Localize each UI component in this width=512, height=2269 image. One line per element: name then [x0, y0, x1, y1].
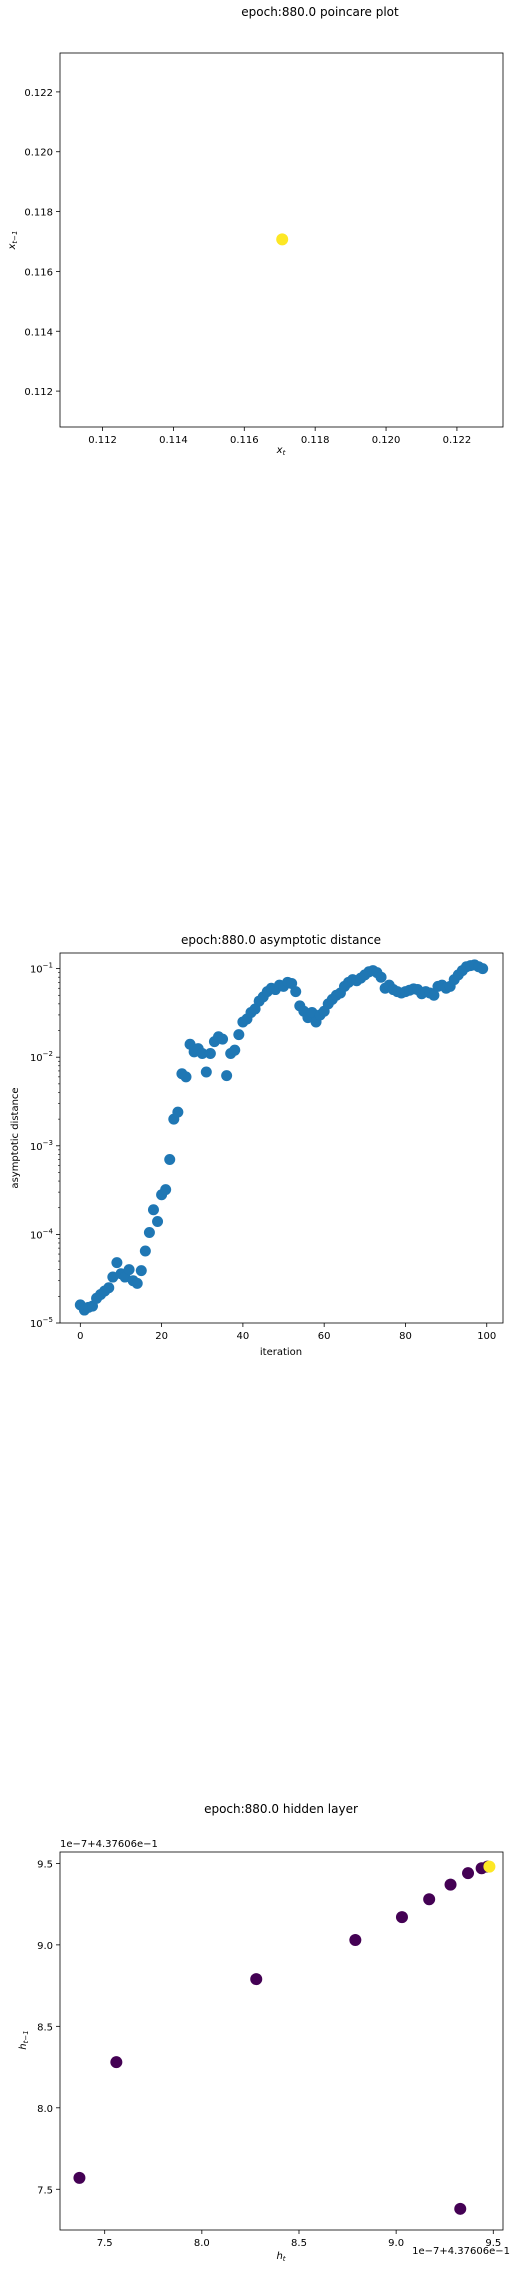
data-points: [276, 233, 289, 246]
data-point: [428, 989, 440, 1001]
y-tick-label: 0.116: [24, 267, 53, 278]
x-axis-label: ht: [276, 2251, 285, 2263]
data-point: [462, 1867, 475, 1880]
data-point: [135, 1265, 147, 1277]
y-tick-label: 7.5: [37, 2185, 53, 2196]
x-tick-label: 8.0: [194, 2238, 210, 2249]
y-tick-label: 10−4: [30, 1227, 54, 1241]
y-tick-label: 0.118: [24, 208, 53, 219]
data-point: [375, 971, 387, 983]
data-point: [103, 1282, 115, 1294]
y-ticks: 10−5 10−4 10−3 10−2 10−1: [30, 962, 60, 1330]
y-tick-label: 10−5: [30, 1316, 53, 1330]
y-tick-label: 9.0: [37, 1941, 53, 1952]
x-tick-label: 0.122: [443, 435, 472, 446]
y-tick-label: 0.120: [24, 148, 53, 159]
data-point: [180, 1071, 192, 1083]
data-point: [139, 1245, 151, 1257]
x-tick-label: 0.112: [88, 435, 117, 446]
y-tick-label: 10−2: [30, 1050, 53, 1064]
x-tick-label: 0.114: [159, 435, 188, 446]
data-point: [131, 1277, 143, 1289]
data-point: [164, 1154, 176, 1166]
data-point: [160, 1184, 172, 1196]
y-tick-label: 9.5: [37, 1859, 53, 1870]
x-tick-label: 7.5: [97, 2238, 113, 2249]
x-tick-label: 9.0: [388, 2238, 404, 2249]
data-point: [221, 1070, 233, 1082]
data-point: [423, 1893, 436, 1906]
y-ticks: 7.5 8.0 8.5 9.0 9.5: [37, 1859, 60, 2196]
y-offset-label: 1e−7+4.37606e−1: [60, 1839, 158, 1850]
data-point: [276, 233, 289, 246]
chart-title: epoch:880.0 asymptotic distance: [181, 933, 381, 947]
x-tick-label: 0.118: [301, 435, 330, 446]
data-point: [290, 986, 302, 998]
data-point: [143, 1227, 155, 1239]
data-point: [196, 1048, 208, 1060]
data-point: [444, 1878, 457, 1891]
y-tick-label: 10−1: [30, 962, 53, 976]
x-tick-label: 9.5: [485, 2238, 501, 2249]
x-tick-label: 0.116: [230, 435, 259, 446]
plot-area: [59, 1851, 504, 2231]
data-point: [73, 2171, 86, 2184]
y-ticks: 0.112 0.114 0.116 0.118 0.120 0.122: [24, 88, 60, 398]
data-point: [477, 963, 489, 975]
data-point: [349, 1933, 362, 1946]
poincare-plot: epoch:880.0 poincare plot 0.112 0.114 0.11…: [7, 5, 504, 457]
x-tick-label: 40: [237, 1331, 250, 1342]
x-tick-label: 20: [155, 1331, 168, 1342]
x-tick-label: 60: [318, 1331, 331, 1342]
data-point: [217, 1033, 229, 1045]
data-point: [110, 2056, 123, 2069]
y-axis-label: asymptotic distance: [10, 1087, 21, 1188]
y-tick-label: 0.112: [24, 387, 53, 398]
data-point: [483, 1860, 496, 1873]
y-tick-label: 8.5: [37, 2022, 53, 2033]
data-point: [250, 1973, 263, 1986]
asymptotic-distance-plot: epoch:880.0 asymptotic distance 0 20 40 60 8…: [10, 933, 504, 1358]
x-ticks: 0 20 40 60 80 100: [77, 1323, 496, 1342]
x-axis-label: xt: [276, 445, 286, 457]
data-point: [147, 1204, 159, 1216]
chart-title: epoch:880.0 hidden layer: [204, 1802, 358, 1816]
data-point: [454, 2202, 467, 2215]
data-point: [111, 1257, 123, 1269]
data-point: [233, 1029, 245, 1041]
x-tick-label: 80: [399, 1331, 412, 1342]
hidden-layer-plot: epoch:880.0 hidden layer 7.5 8.0 8.5 9.0 9.5…: [18, 1802, 510, 2263]
data-point: [395, 1911, 408, 1924]
x-offset-label: 1e−7+4.37606e−1: [412, 2246, 510, 2257]
x-tick-label: 100: [477, 1331, 496, 1342]
y-tick-label: 8.0: [37, 2104, 53, 2115]
data-point: [172, 1106, 184, 1118]
data-point: [123, 1264, 135, 1276]
data-point: [229, 1044, 241, 1056]
x-axis-label: iteration: [260, 1347, 302, 1358]
data-points: [74, 959, 489, 1316]
data-point: [204, 1048, 216, 1060]
x-tick-label: 0.120: [372, 435, 401, 446]
y-tick-label: 10−3: [30, 1139, 53, 1153]
data-point: [200, 1066, 212, 1078]
y-tick-label: 0.122: [24, 88, 53, 99]
x-tick-label: 8.5: [291, 2238, 307, 2249]
data-point: [152, 1215, 164, 1227]
chart-title: epoch:880.0 poincare plot: [241, 5, 399, 19]
x-tick-label: 0: [77, 1331, 83, 1342]
plot-area: [59, 952, 504, 1324]
data-points: [73, 1860, 496, 2215]
x-ticks: 7.5 8.0 8.5 9.0 9.5: [97, 2230, 501, 2249]
y-tick-label: 0.114: [24, 327, 53, 338]
data-point: [286, 977, 298, 989]
y-axis-label: ht−1: [18, 2030, 30, 2049]
y-axis-label: xt−1: [7, 231, 19, 251]
x-ticks: 0.112 0.114 0.116 0.118 0.120 0.122: [88, 427, 471, 446]
